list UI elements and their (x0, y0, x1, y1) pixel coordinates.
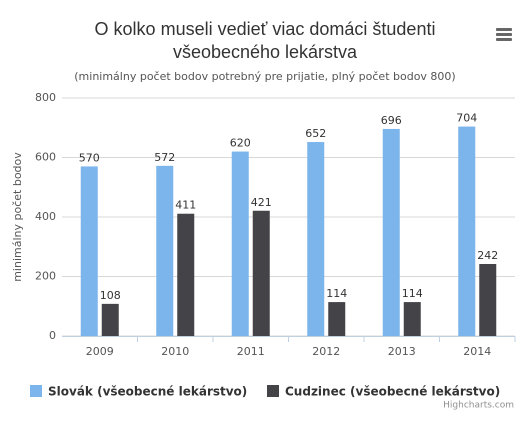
legend-swatch (30, 385, 42, 397)
y-axis-title: minimálny počet bodov (11, 152, 24, 282)
y-tick-label: 200 (35, 270, 56, 283)
bar (479, 264, 497, 336)
bar (382, 128, 400, 336)
data-label: 696 (381, 114, 402, 127)
data-label: 242 (477, 249, 498, 262)
y-tick-label: 600 (35, 151, 56, 164)
data-label: 411 (175, 199, 196, 212)
data-label: 620 (230, 137, 251, 150)
data-label: 421 (251, 196, 272, 209)
data-label: 570 (79, 151, 100, 164)
bar (252, 210, 270, 336)
legend-label: Slovák (všeobecné lekárstvo) (48, 385, 247, 399)
data-label: 704 (456, 112, 477, 125)
data-label: 572 (154, 151, 175, 164)
x-tick-label: 2013 (388, 345, 416, 358)
bar (101, 303, 119, 336)
bar (403, 302, 421, 336)
x-tick-label: 2010 (161, 345, 189, 358)
chart-subtitle: (minimálny počet bodov potrebný pre prij… (74, 70, 455, 83)
bar (177, 213, 195, 336)
bar (80, 166, 98, 336)
x-tick-label: 2012 (312, 345, 340, 358)
legend-swatch (267, 385, 279, 397)
data-label: 114 (402, 287, 423, 300)
y-tick-label: 0 (49, 329, 56, 342)
x-tick-label: 2011 (237, 345, 265, 358)
bar (458, 126, 476, 336)
data-label: 652 (305, 127, 326, 140)
data-label: 114 (326, 287, 347, 300)
y-tick-label: 400 (35, 210, 56, 223)
credits: Highcharts.com (443, 401, 514, 411)
chart-title: O kolko museli vedieť viac domáci študen… (94, 19, 436, 62)
legend-label: Cudzinec (všeobecné lekárstvo) (285, 385, 500, 399)
y-tick-label: 800 (35, 91, 56, 104)
bar (231, 151, 249, 336)
bar (307, 142, 325, 336)
x-tick-label: 2014 (463, 345, 491, 358)
bar (328, 302, 346, 336)
bar (156, 165, 174, 336)
x-tick-label: 2009 (86, 345, 114, 358)
data-label: 108 (100, 289, 121, 302)
menu-button[interactable] (496, 28, 512, 41)
